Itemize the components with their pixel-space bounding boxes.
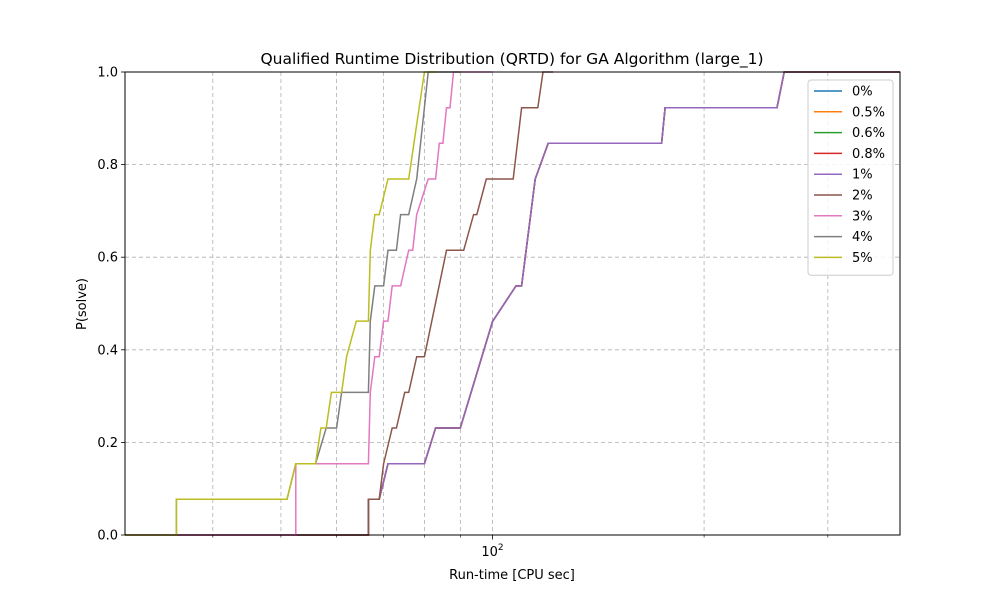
legend-label: 4% [852,230,873,245]
legend: 0% 0.5% 0.6% 0.8% 1% 2% 3% 4% 5% [807,79,894,276]
legend-box [807,79,894,276]
legend-label: 5% [852,251,873,266]
legend-label: 0.6% [852,126,885,141]
y-tick-label: 1.0 [97,66,118,81]
y-tick-label: 0.8 [97,158,118,173]
series-line-5% [125,71,436,536]
legend-label: 1% [852,168,873,183]
y-tick-label: 0.4 [97,343,118,358]
y-tick-label: 0.0 [97,529,118,544]
y-axis-label: P(solve) [75,278,90,330]
y-tick-label: 0.6 [97,251,118,266]
legend-label: 0% [852,85,873,100]
y-tick-label: 0.2 [97,436,118,451]
legend-label: 0.5% [852,105,885,120]
axes-frame [124,71,901,536]
legend-label: 2% [852,189,873,204]
chart-title: Qualified Runtime Distribution (QRTD) fo… [260,50,763,69]
x-tick-label: 102 [481,543,503,560]
x-axis-label: Run-time [CPU sec] [449,568,575,583]
legend-label: 0.8% [852,147,885,162]
series-line-2% [125,71,554,536]
legend-label: 3% [852,209,873,224]
